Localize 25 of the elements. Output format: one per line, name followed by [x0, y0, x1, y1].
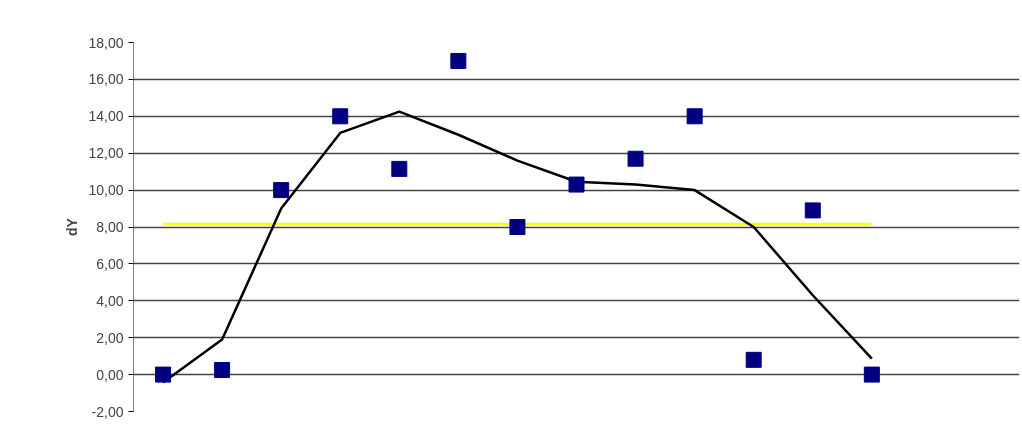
point: [568, 176, 585, 193]
y-tick-label: 4,00: [96, 292, 124, 309]
point: [745, 351, 762, 368]
point: [450, 52, 467, 69]
point: [214, 361, 231, 378]
y-tick-label: 18,00: [88, 34, 124, 51]
point: [273, 182, 290, 199]
y-axis-title: dY: [64, 217, 81, 236]
y-tick-label: 16,00: [88, 71, 124, 88]
point: [804, 202, 821, 219]
point: [627, 150, 644, 167]
y-tick-label: 6,00: [96, 255, 124, 272]
y-tick-label: 12,00: [88, 145, 124, 162]
point: [686, 108, 703, 125]
y-tick-label: 2,00: [96, 329, 124, 346]
y-tick-label: 14,00: [88, 108, 124, 125]
point: [509, 219, 526, 235]
y-tick-label: -2,00: [91, 403, 124, 420]
point: [332, 108, 349, 125]
point: [155, 366, 172, 383]
y-tick-label: 10,00: [88, 182, 124, 199]
y-tick-label: 0,00: [96, 366, 124, 383]
point: [391, 160, 408, 177]
y-tick-label: 8,00: [96, 219, 124, 235]
point: [863, 366, 880, 383]
